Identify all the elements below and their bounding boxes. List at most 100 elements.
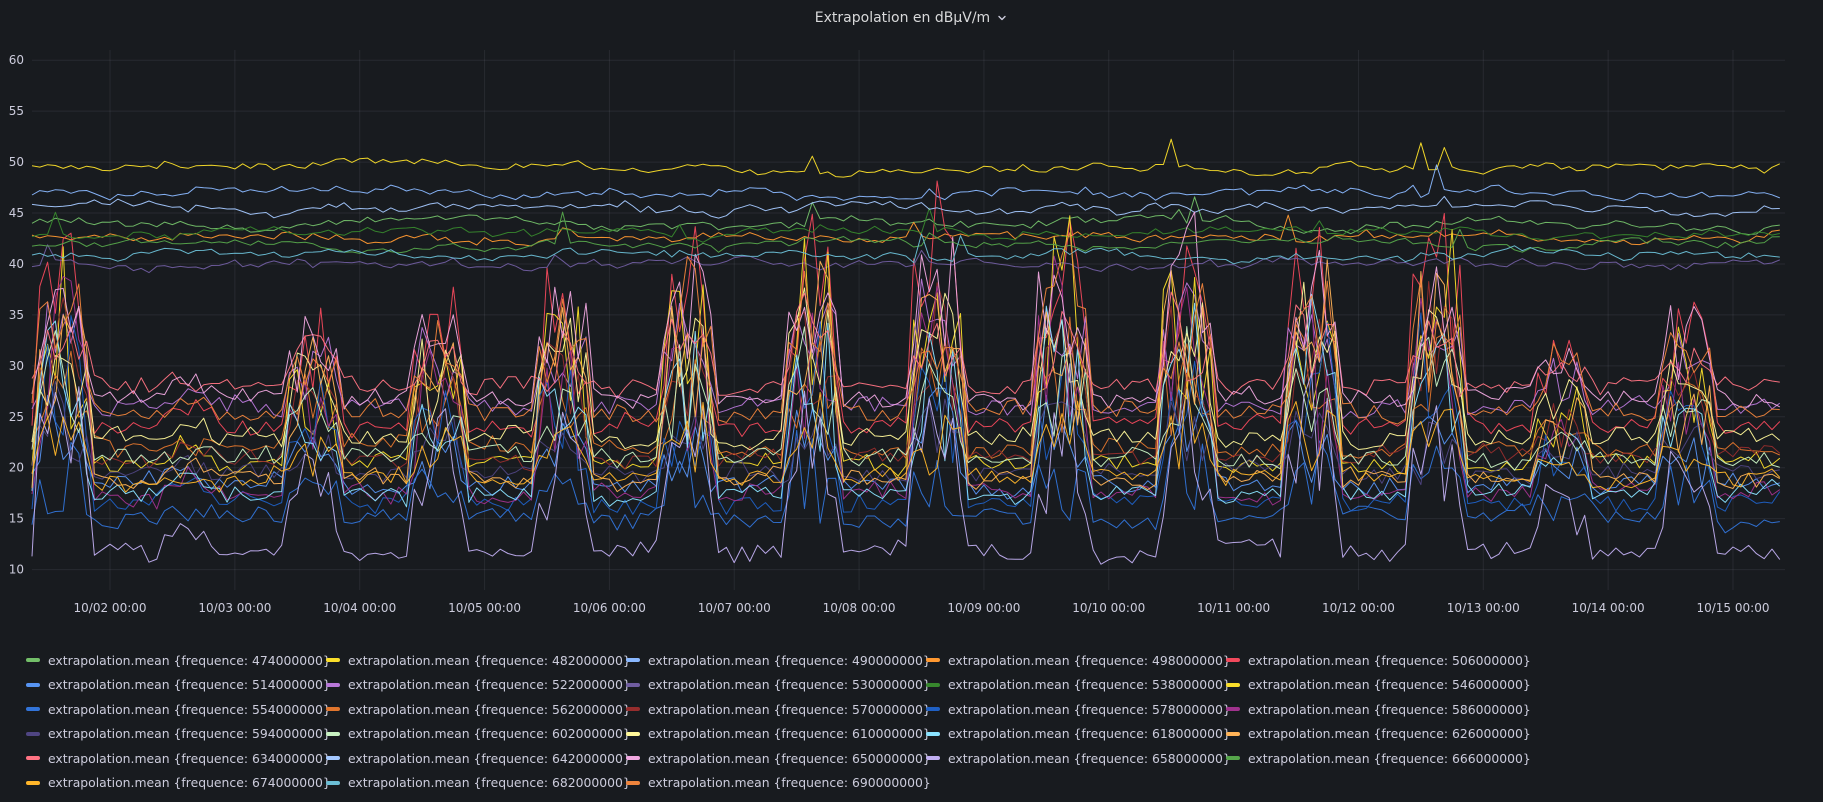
x-tick-label: 10/06 00:00 [573,601,646,615]
series-line[interactable] [31,363,1781,565]
legend-item[interactable]: extrapolation.mean {frequence: 658000000… [926,746,1231,771]
legend-item[interactable]: extrapolation.mean {frequence: 474000000… [26,648,331,673]
legend-label: extrapolation.mean {frequence: 618000000… [948,726,1231,742]
series-line[interactable] [31,293,1781,508]
legend-item[interactable]: extrapolation.mean {frequence: 634000000… [26,746,331,771]
legend-item[interactable]: extrapolation.mean {frequence: 538000000… [926,673,1231,698]
series-line[interactable] [31,211,1780,254]
legend-swatch [1226,731,1240,736]
legend-item[interactable]: extrapolation.mean {frequence: 570000000… [626,697,931,722]
y-tick-label: 20 [9,461,24,475]
series-line[interactable] [31,381,1780,486]
series-line[interactable] [31,316,1780,461]
legend-item[interactable]: extrapolation.mean {frequence: 506000000… [1226,648,1531,673]
legend-swatch [926,707,940,712]
chart-series[interactable] [31,138,1781,565]
legend-label: extrapolation.mean {frequence: 482000000… [348,652,631,668]
legend-item[interactable]: extrapolation.mean {frequence: 498000000… [926,648,1231,673]
legend-item[interactable]: extrapolation.mean {frequence: 530000000… [626,673,931,698]
series-line[interactable] [31,381,1781,493]
legend-item[interactable]: extrapolation.mean {frequence: 514000000… [26,673,331,698]
chevron-down-icon[interactable] [996,12,1008,24]
legend-label: extrapolation.mean {frequence: 602000000… [348,726,631,742]
legend-item[interactable]: extrapolation.mean {frequence: 626000000… [1226,722,1531,747]
legend-label: extrapolation.mean {frequence: 650000000… [648,750,931,766]
legend-label: extrapolation.mean {frequence: 690000000… [648,775,931,791]
legend-swatch [1226,756,1240,761]
legend-swatch [326,682,340,687]
legend-item[interactable]: extrapolation.mean {frequence: 546000000… [1226,673,1531,698]
legend-item[interactable]: extrapolation.mean {frequence: 594000000… [26,722,331,747]
y-tick-label: 45 [9,206,24,220]
legend-swatch [26,780,40,785]
legend-label: extrapolation.mean {frequence: 530000000… [648,677,931,693]
legend-item[interactable]: extrapolation.mean {frequence: 610000000… [626,722,931,747]
series-line[interactable] [31,138,1781,178]
legend-swatch [626,682,640,687]
x-tick-label: 10/10 00:00 [1072,601,1145,615]
legend-item[interactable]: extrapolation.mean {frequence: 586000000… [1226,697,1531,722]
x-tick-label: 10/14 00:00 [1572,601,1645,615]
legend-swatch [626,707,640,712]
series-line[interactable] [31,312,1781,515]
series-line[interactable] [31,259,1781,493]
series-line[interactable] [31,233,1780,265]
y-axis: 10 15 20 25 30 35 40 45 50 55 60 [9,53,24,576]
x-axis: 10/02 00:00 10/03 00:00 10/04 00:00 10/05 0… [74,601,1770,615]
series-line[interactable] [31,211,1781,411]
series-line[interactable] [31,326,1780,471]
legend-label: extrapolation.mean {frequence: 666000000… [1248,750,1531,766]
panel-header[interactable]: Extrapolation en dBµV/m [0,6,1823,30]
series-line[interactable] [31,180,1781,439]
legend-swatch [1226,707,1240,712]
legend-label: extrapolation.mean {frequence: 522000000… [348,677,631,693]
y-tick-label: 25 [9,410,24,424]
legend-item[interactable]: extrapolation.mean {frequence: 650000000… [626,746,931,771]
legend-item[interactable]: extrapolation.mean {frequence: 490000000… [626,648,931,673]
legend-item[interactable]: extrapolation.mean {frequence: 690000000… [626,771,931,796]
series-line[interactable] [31,281,1781,472]
legend-item[interactable]: extrapolation.mean {frequence: 554000000… [26,697,331,722]
legend-item[interactable]: extrapolation.mean {frequence: 642000000… [326,746,631,771]
legend-item[interactable]: extrapolation.mean {frequence: 482000000… [326,648,631,673]
panel-title[interactable]: Extrapolation en dBµV/m [814,10,991,26]
legend-item[interactable]: extrapolation.mean {frequence: 578000000… [926,697,1231,722]
legend-item[interactable]: extrapolation.mean {frequence: 682000000… [326,771,631,796]
series-line[interactable] [31,196,1780,235]
legend-swatch [26,707,40,712]
line-chart[interactable]: 10 15 20 25 30 35 40 45 50 55 60 10/02 00:00 10/03 … [0,50,1823,648]
series-line[interactable] [31,195,1780,219]
legend-item[interactable]: extrapolation.mean {frequence: 602000000… [326,722,631,747]
legend-label: extrapolation.mean {frequence: 570000000… [648,701,931,717]
legend-item[interactable]: extrapolation.mean {frequence: 618000000… [926,722,1231,747]
x-tick-label: 10/11 00:00 [1197,601,1270,615]
legend-swatch [326,707,340,712]
series-line[interactable] [31,215,1781,477]
y-tick-label: 15 [9,512,24,526]
y-tick-label: 50 [9,155,24,169]
y-tick-label: 35 [9,308,24,322]
series-line[interactable] [31,207,1780,243]
series-line[interactable] [31,232,1780,425]
legend-swatch [326,658,340,663]
legend-item[interactable]: extrapolation.mean {frequence: 562000000… [326,697,631,722]
x-tick-label: 10/15 00:00 [1696,601,1769,615]
series-line[interactable] [31,244,1780,274]
series-line[interactable] [31,255,1781,510]
series-line[interactable] [31,164,1780,202]
series-line[interactable] [31,278,1781,420]
legend-swatch [926,682,940,687]
legend-item[interactable]: extrapolation.mean {frequence: 674000000… [26,771,331,796]
legend-label: extrapolation.mean {frequence: 538000000… [948,677,1231,693]
legend-swatch [626,658,640,663]
legend-swatch [926,731,940,736]
legend-item[interactable]: extrapolation.mean {frequence: 522000000… [326,673,631,698]
series-line[interactable] [31,291,1780,399]
legend-swatch [26,731,40,736]
x-tick-label: 10/13 00:00 [1447,601,1520,615]
legend-label: extrapolation.mean {frequence: 642000000… [348,750,631,766]
x-tick-label: 10/03 00:00 [198,601,271,615]
legend-label: extrapolation.mean {frequence: 554000000… [48,701,331,717]
legend-item[interactable]: extrapolation.mean {frequence: 666000000… [1226,746,1531,771]
